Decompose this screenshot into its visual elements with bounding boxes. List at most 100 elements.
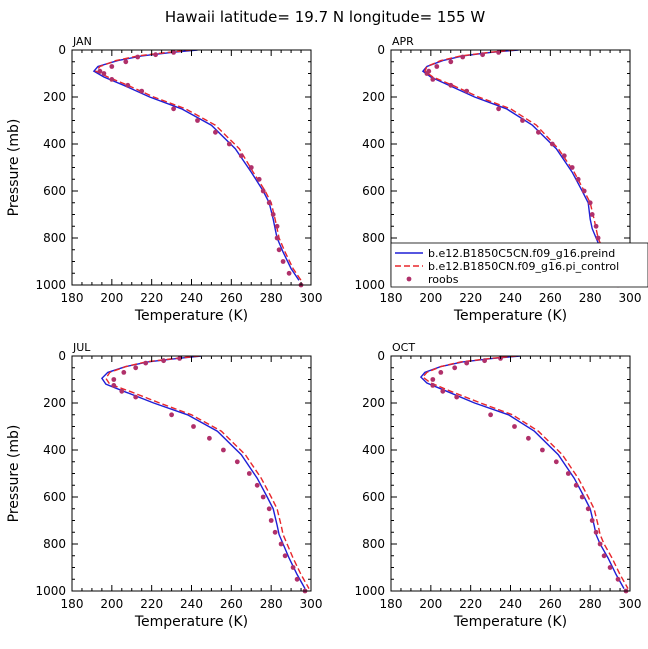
obs-point	[460, 54, 466, 60]
panel-label: JUL	[72, 341, 91, 354]
obs-point	[464, 360, 470, 366]
obs-point	[133, 365, 139, 371]
x-tick-label: 180	[380, 597, 403, 611]
y-tick-label: 600	[43, 184, 66, 198]
x-tick-label: 220	[459, 597, 482, 611]
y-tick-label: 200	[43, 396, 66, 410]
obs-point	[274, 223, 280, 229]
plot-frame	[71, 49, 312, 286]
model_2-line	[94, 50, 302, 281]
x-axis-label: Temperature (K)	[134, 308, 248, 324]
obs-point	[480, 52, 485, 58]
y-tick-label: 400	[43, 443, 66, 457]
legend-box	[390, 242, 648, 288]
x-tick-label: 180	[380, 291, 403, 305]
obs-point	[496, 106, 501, 112]
obs-point	[191, 424, 196, 429]
x-tick-label: 300	[619, 291, 642, 305]
x-axis-label: Temperature (K)	[134, 614, 248, 630]
obs-point	[260, 494, 266, 500]
obs-point	[248, 165, 254, 170]
panel-label: APR	[392, 35, 414, 48]
obs-point	[482, 358, 487, 364]
obs-point	[280, 259, 286, 264]
obs-point	[520, 118, 525, 123]
obs-point	[512, 424, 517, 429]
plot-frame	[71, 355, 312, 592]
obs-point	[119, 388, 125, 394]
x-tick-label: 240	[499, 597, 522, 611]
obs-point	[121, 370, 127, 375]
obs-point	[573, 482, 579, 488]
model_2-line	[105, 356, 310, 589]
obs-point	[135, 54, 141, 60]
legend-label: b.e12.B1850CN.f09_g16.pi_control	[428, 260, 619, 273]
panel-label: OCT	[392, 341, 415, 354]
obs-point	[177, 356, 183, 361]
x-tick-label: 200	[100, 597, 123, 611]
obs-point	[294, 576, 300, 582]
x-tick-label: 260	[539, 597, 562, 611]
y-tick-label: 0	[58, 43, 66, 57]
panel-oct: 180 200 220 240 260 280 300 0 200 400 600 800 1000 OC…	[354, 341, 641, 630]
obs-point	[274, 235, 280, 241]
x-tick-label: 260	[220, 597, 243, 611]
x-tick-label: 240	[180, 291, 203, 305]
obs-point	[549, 141, 555, 147]
obs-point	[260, 188, 266, 194]
y-tick-label: 600	[362, 184, 385, 198]
obs-point	[488, 412, 493, 418]
obs-point	[585, 506, 591, 512]
obs-point	[238, 153, 244, 159]
obs-point	[125, 82, 131, 88]
obs-point	[454, 394, 460, 400]
y-tick-label: 400	[362, 443, 385, 457]
y-tick-label: 1000	[35, 278, 66, 292]
y-tick-label: 800	[43, 231, 66, 245]
obs-point	[278, 541, 284, 547]
obs-point	[601, 553, 607, 559]
obs-point	[448, 82, 454, 88]
legend-swatch-obs	[406, 276, 412, 282]
obs-point	[430, 77, 436, 82]
x-tick-label: 300	[300, 291, 323, 305]
obs-point	[195, 118, 200, 123]
y-tick-label: 200	[362, 396, 385, 410]
obs-point	[575, 176, 581, 182]
obs-point	[133, 394, 139, 400]
obs-point	[171, 106, 177, 112]
legend: b.e12.B1850C5CN.f09_g16.preindb.e12.B185…	[390, 242, 648, 288]
x-tick-label: 260	[539, 291, 562, 305]
obs-point	[169, 412, 175, 418]
x-tick-label: 240	[180, 597, 203, 611]
x-tick-label: 280	[579, 291, 602, 305]
obs-point	[139, 88, 145, 94]
obs-point	[109, 64, 115, 69]
obs-point	[553, 459, 559, 465]
x-tick-label: 300	[300, 597, 323, 611]
obs-point	[272, 529, 278, 535]
x-tick-label: 200	[419, 597, 442, 611]
obs-point	[569, 165, 575, 170]
x-tick-label: 280	[260, 597, 283, 611]
x-tick-label: 220	[140, 597, 163, 611]
y-axis-label: Pressure (mb)	[6, 119, 22, 217]
y-tick-label: 600	[362, 490, 385, 504]
x-tick-label: 180	[61, 597, 84, 611]
x-axis-label: Temperature (K)	[453, 614, 567, 630]
obs-point	[536, 129, 541, 135]
y-tick-label: 0	[377, 349, 385, 363]
obs-point	[97, 68, 103, 74]
obs-point	[153, 52, 159, 58]
obs-point	[290, 565, 296, 570]
x-tick-label: 200	[419, 291, 442, 305]
obs-point	[593, 529, 599, 535]
obs-point	[207, 435, 212, 441]
y-tick-label: 1000	[35, 584, 66, 598]
obs-point	[256, 176, 262, 182]
x-tick-label: 220	[459, 291, 482, 305]
y-tick-label: 0	[377, 43, 385, 57]
obs-point	[171, 50, 177, 55]
obs-point	[597, 541, 603, 547]
